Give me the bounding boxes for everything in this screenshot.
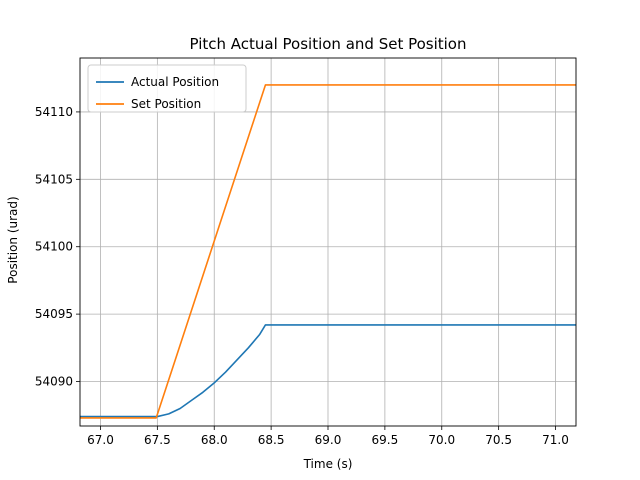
x-tick-label: 69.0 — [315, 433, 342, 447]
legend-box — [87, 64, 247, 113]
series-layer — [80, 84, 576, 419]
x-axis-label: Time (s) — [303, 457, 353, 471]
x-tick-label: 71.0 — [542, 433, 569, 447]
x-tick-label: 67.5 — [144, 433, 171, 447]
y-axis-label: Position (urad) — [6, 196, 20, 283]
y-tick-label: 54100 — [35, 240, 73, 254]
x-tick-label: 68.5 — [258, 433, 285, 447]
x-tick-label: 70.0 — [428, 433, 455, 447]
y-tick-label: 54095 — [35, 307, 73, 321]
y-tick-label: 54090 — [35, 375, 73, 389]
series-line-actual-position — [80, 324, 576, 418]
legend-label: Set Position — [131, 97, 201, 111]
x-tick-label: 67.0 — [87, 433, 114, 447]
axes: 67.0 67.5 68.0 68.5 69.0 69.5 70.0 70.5 71.0 5409… — [35, 57, 577, 447]
x-tick-label: 69.5 — [372, 433, 399, 447]
chart-title: Pitch Actual Position and Set Position — [189, 35, 466, 53]
y-tick-label: 54110 — [35, 105, 73, 119]
x-tick-label: 70.5 — [485, 433, 512, 447]
legend: Actual Position Set Position — [87, 64, 247, 113]
x-tick-label: 68.0 — [201, 433, 228, 447]
legend-label: Actual Position — [131, 75, 219, 89]
series-line-set-position — [80, 84, 576, 419]
y-tick-label: 54105 — [35, 172, 73, 186]
